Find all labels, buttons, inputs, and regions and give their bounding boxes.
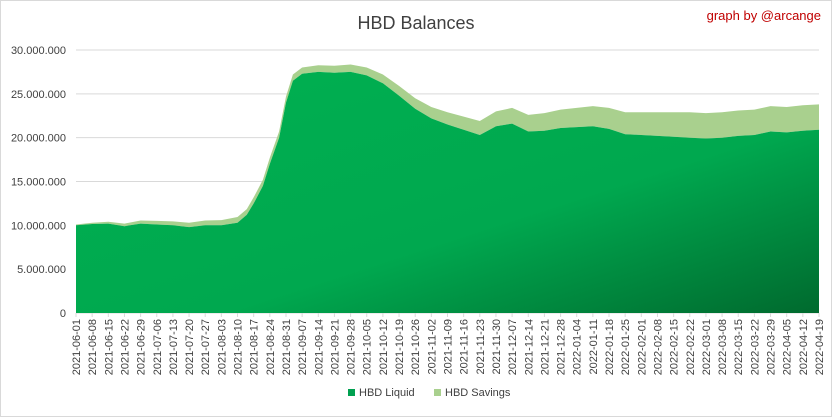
x-tick-label: 2021-08-17 (249, 319, 261, 375)
x-tick-label: 2022-04-12 (798, 319, 810, 375)
x-tick-label: 2022-01-18 (604, 319, 616, 375)
x-tick-label: 2022-02-01 (636, 319, 648, 375)
x-tick-label: 2021-07-06 (152, 319, 164, 375)
x-tick-label: 2021-12-28 (556, 319, 568, 375)
x-tick-label: 2021-09-14 (313, 319, 325, 375)
x-tick-label: 2021-11-30 (491, 319, 503, 374)
x-tick-label: 2022-03-08 (717, 319, 729, 375)
x-tick-label: 2021-06-01 (71, 319, 83, 375)
x-tick-label: 2021-11-02 (426, 319, 438, 374)
x-tick-label: 2022-03-01 (701, 319, 713, 375)
x-tick-label: 2021-07-20 (184, 319, 196, 375)
x-tick-label: 2022-03-29 (766, 319, 778, 375)
y-tick-label: 0 (60, 308, 66, 320)
x-tick-label: 2021-08-03 (216, 319, 228, 375)
x-tick-label: 2022-01-11 (588, 319, 600, 374)
x-tick-label: 2021-12-14 (523, 319, 535, 375)
y-tick-label: 20.000.000 (11, 133, 66, 145)
x-tick-label: 2021-10-05 (362, 319, 374, 375)
x-tick-label: 2021-08-24 (265, 319, 277, 375)
x-tick-label: 2022-03-15 (733, 319, 745, 375)
legend-swatch (348, 389, 355, 396)
x-tick-label: 2022-02-08 (652, 319, 664, 375)
x-tick-label: 2021-09-21 (329, 319, 341, 375)
x-tick-label: 2021-10-12 (378, 319, 390, 375)
x-axis-ticks: 2021-06-01 2021-06-08 2021-06-15 2021-06-22… (71, 313, 826, 375)
y-tick-label: 5.000.000 (17, 264, 66, 276)
x-tick-label: 2022-01-25 (620, 319, 632, 375)
x-tick-label: 2021-09-07 (297, 319, 309, 375)
x-tick-label: 2021-12-07 (507, 319, 519, 375)
x-tick-label: 2021-06-08 (87, 319, 99, 375)
x-tick-label: 2021-11-09 (443, 319, 455, 374)
legend-label: HBD Savings (445, 387, 511, 399)
y-tick-label: 15.000.000 (11, 177, 66, 189)
x-tick-label: 2022-02-22 (685, 319, 697, 375)
y-axis-ticks: 0 5.000.000 10.000.000 15.000.000 20.000.000… (11, 45, 66, 320)
x-tick-label: 2022-02-15 (669, 319, 681, 375)
y-tick-label: 10.000.000 (11, 220, 66, 232)
x-tick-label: 2021-08-31 (281, 319, 293, 375)
legend: HBD Liquid HBD Savings (348, 387, 511, 399)
x-tick-label: 2021-12-21 (539, 319, 551, 375)
x-tick-label: 2021-09-28 (346, 319, 358, 375)
x-tick-label: 2021-06-15 (103, 319, 115, 375)
chart-title: HBD Balances (357, 13, 474, 33)
x-tick-label: 2022-04-19 (814, 319, 826, 375)
x-tick-label: 2021-06-29 (136, 319, 148, 375)
legend-label: HBD Liquid (359, 387, 415, 399)
x-tick-label: 2021-11-16 (459, 319, 471, 374)
x-tick-label: 2021-08-10 (233, 319, 245, 375)
x-tick-label: 2022-01-04 (572, 319, 584, 375)
x-tick-label: 2021-11-23 (475, 319, 487, 374)
x-tick-label: 2021-07-13 (168, 319, 180, 375)
data-areas (76, 64, 819, 314)
legend-swatch (434, 389, 441, 396)
series-area-hbd-savings (76, 64, 819, 228)
y-tick-label: 25.000.000 (11, 89, 66, 101)
watermark-label: graph by @arcange (707, 8, 821, 23)
x-tick-label: 2022-03-22 (749, 319, 761, 375)
x-tick-label: 2021-07-27 (200, 319, 212, 375)
series-area-hbd-liquid (76, 71, 819, 314)
x-tick-label: 2022-04-05 (782, 319, 794, 375)
x-tick-label: 2021-10-19 (394, 319, 406, 375)
x-tick-label: 2021-10-26 (410, 319, 422, 375)
y-tick-label: 30.000.000 (11, 45, 66, 57)
x-tick-label: 2021-06-22 (119, 319, 131, 375)
